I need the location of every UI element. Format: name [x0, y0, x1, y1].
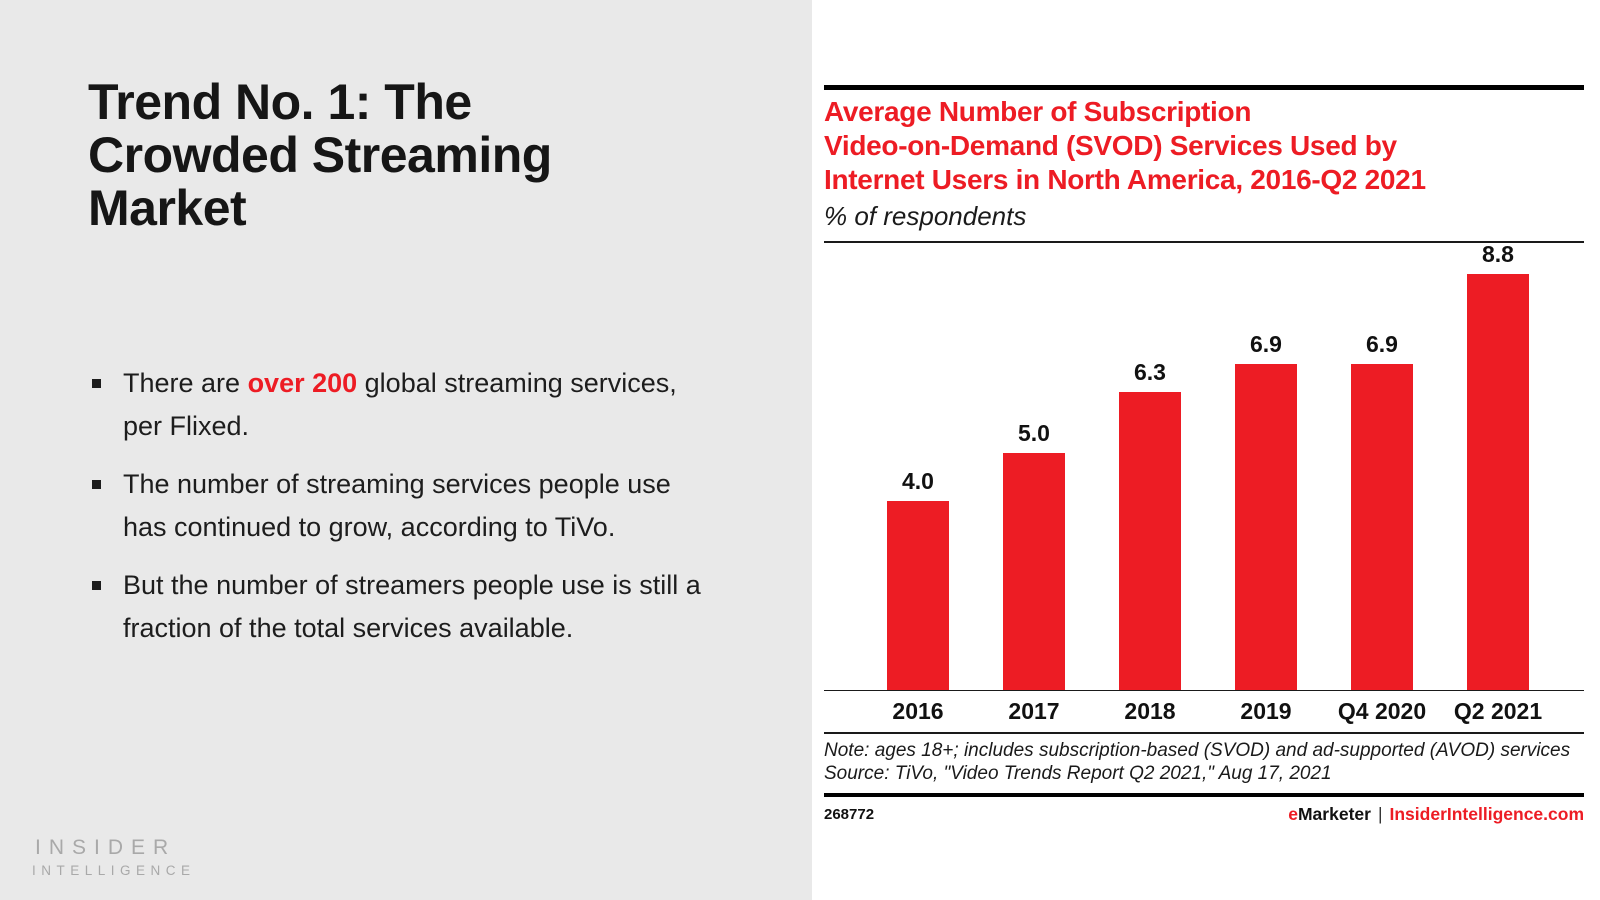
bar: [1119, 392, 1181, 690]
slide-title-line-2: Crowded Streaming: [88, 127, 552, 183]
chart-card: Average Number of Subscription Video-on-…: [824, 85, 1584, 825]
logo-intelligence-text: INTELLIGENCE: [32, 863, 196, 878]
left-text-panel: Trend No. 1: The Crowded Streaming Marke…: [0, 0, 812, 900]
x-axis-label: 2018: [1124, 698, 1176, 724]
x-axis-label: Q4 2020: [1337, 698, 1427, 724]
bullet-item-3: But the number of streamers people use i…: [92, 564, 712, 650]
bar-column-q4-2020: 6.9: [1324, 331, 1440, 690]
x-axis-label: 2017: [1008, 698, 1060, 724]
bar: [1235, 364, 1297, 690]
bullet-list: There are over 200 global streaming serv…: [92, 362, 712, 665]
bullet-item-2: The number of streaming services people …: [92, 463, 712, 549]
bar-column-2019: 6.9: [1208, 331, 1324, 690]
brand-line: eMarketer | InsiderIntelligence.com: [1288, 804, 1584, 825]
chart-title-line-3: Internet Users in North America, 2016-Q2…: [824, 164, 1426, 195]
x-axis-labels: 2016 2017 2018 2019 Q4 2020 Q2 2021: [824, 691, 1584, 734]
chart-title-line-2: Video-on-Demand (SVOD) Services Used by: [824, 130, 1397, 161]
bar: [1003, 453, 1065, 690]
bullet-item-1: There are over 200 global streaming serv…: [92, 362, 712, 448]
chart-note: Note: ages 18+; includes subscription-ba…: [824, 740, 1571, 761]
bullet-text-1: There are over 200 global streaming serv…: [123, 368, 677, 441]
brand-separator: |: [1377, 804, 1383, 824]
bar-value-label: 6.9: [1250, 331, 1282, 357]
bar: [1467, 274, 1529, 690]
insider-intelligence-logo: INSIDER INTELLIGENCE: [32, 836, 196, 878]
bullet-square-icon: [92, 480, 101, 489]
chart-title-line-1: Average Number of Subscription: [824, 96, 1252, 127]
x-axis-label: Q2 2021: [1453, 698, 1543, 724]
bars-area: 4.0 5.0 6.3 6.9 6.9 8.8: [824, 241, 1584, 691]
chart-title: Average Number of Subscription Video-on-…: [824, 95, 1584, 197]
bullet-text-3: But the number of streamers people use i…: [123, 570, 701, 643]
slide-title-line-1: Trend No. 1: The: [88, 74, 472, 130]
logo-insider-text: INSIDER: [35, 836, 177, 859]
chart-subtitle: % of respondents: [824, 201, 1584, 243]
slide-title: Trend No. 1: The Crowded Streaming Marke…: [88, 76, 552, 235]
bar: [1351, 364, 1413, 690]
bar-value-label: 6.9: [1366, 331, 1398, 357]
chart-panel: Average Number of Subscription Video-on-…: [812, 0, 1600, 900]
bullet-square-icon: [92, 379, 101, 388]
bar: [887, 501, 949, 690]
bar-column-2017: 5.0: [976, 420, 1092, 690]
emarketer-logo: eMarketer: [1288, 804, 1371, 824]
chart-notes: Note: ages 18+; includes subscription-ba…: [824, 734, 1584, 797]
bar-value-label: 8.8: [1482, 241, 1514, 267]
x-axis-label: 2019: [1240, 698, 1292, 724]
bar-column-2018: 6.3: [1092, 359, 1208, 690]
bar-column-2016: 4.0: [860, 468, 976, 690]
bar-value-label: 6.3: [1134, 359, 1166, 385]
bar-column-q2-2021: 8.8: [1440, 241, 1556, 690]
bullet-square-icon: [92, 581, 101, 590]
bullet-text-2: The number of streaming services people …: [123, 469, 671, 542]
slide-title-line-3: Market: [88, 180, 247, 236]
highlight-over-200: over 200: [247, 368, 358, 398]
insiderintelligence-link[interactable]: InsiderIntelligence.com: [1389, 804, 1585, 824]
chart-source: Source: TiVo, "Video Trends Report Q2 20…: [824, 762, 1332, 784]
bar-value-label: 4.0: [902, 468, 934, 494]
chart-footer: 268772 eMarketer | InsiderIntelligence.com: [824, 797, 1584, 825]
chart-id: 268772: [824, 806, 875, 823]
x-axis-label: 2016: [892, 698, 944, 724]
bar-value-label: 5.0: [1018, 420, 1050, 446]
